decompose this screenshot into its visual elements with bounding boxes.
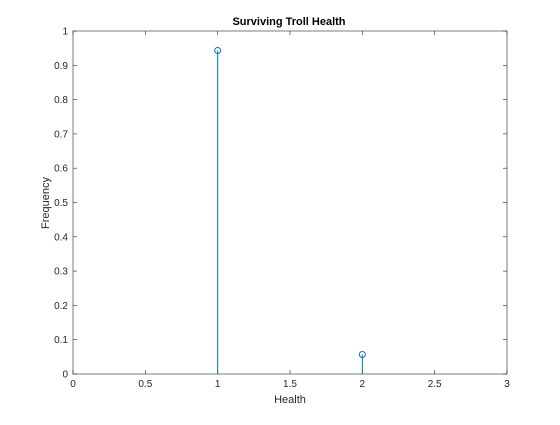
chart-title: Surviving Troll Health bbox=[232, 16, 345, 28]
y-tick-label: 1 bbox=[62, 27, 68, 38]
x-tick-label: 0 bbox=[70, 379, 76, 390]
plot-area bbox=[73, 31, 507, 374]
y-tick-label: 0.4 bbox=[54, 232, 68, 243]
y-tick-label: 0.1 bbox=[54, 335, 68, 346]
y-tick-label: 0 bbox=[62, 370, 68, 381]
y-tick-label: 0.7 bbox=[54, 129, 68, 140]
x-tick-label: 3 bbox=[504, 379, 510, 390]
y-tick-label: 0.5 bbox=[54, 198, 68, 209]
y-tick-label: 0.3 bbox=[54, 267, 68, 278]
x-tick-label: 1.5 bbox=[283, 379, 297, 390]
y-tick-label: 0.2 bbox=[54, 301, 68, 312]
y-axis-label: Frequency bbox=[40, 177, 52, 229]
axes-box bbox=[72, 30, 508, 375]
x-axis-label: Health bbox=[274, 394, 306, 406]
y-tick-label: 0.9 bbox=[54, 61, 68, 72]
stem-marker bbox=[358, 350, 366, 358]
x-tick-label: 2.5 bbox=[428, 379, 442, 390]
stems-layer bbox=[214, 47, 366, 374]
y-tick-label: 0.8 bbox=[54, 95, 68, 106]
y-tick-label: 0.6 bbox=[54, 164, 68, 175]
stem-marker bbox=[214, 47, 222, 55]
x-tick-label: 0.5 bbox=[138, 379, 152, 390]
x-tick-label: 1 bbox=[215, 379, 221, 390]
x-tick-label: 2 bbox=[360, 379, 366, 390]
ticks-layer: 0 0.5 1 1.5 2 2.5 3 0 0.1 0.2 0.3 0.4 0.5 0.6 0.7 0.8 0.… bbox=[54, 27, 510, 391]
